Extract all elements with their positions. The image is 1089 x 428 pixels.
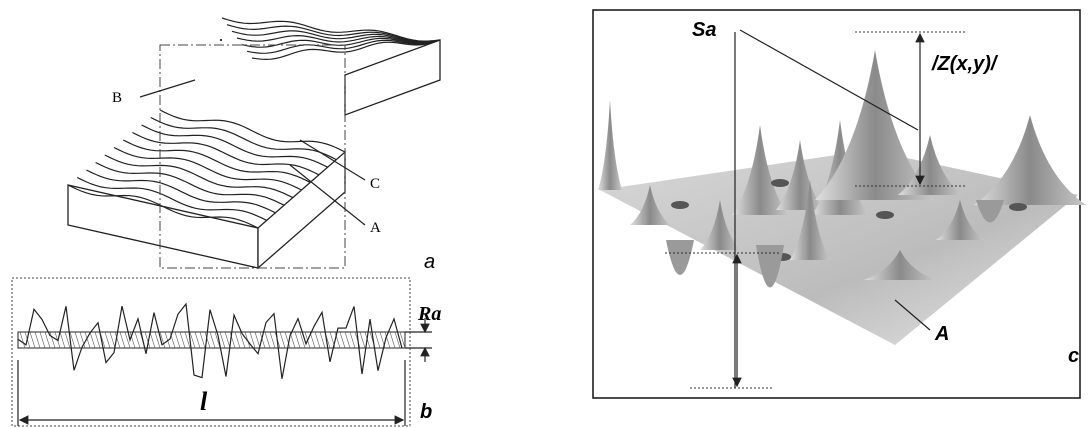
wave (151, 118, 336, 160)
figure: B C A a Ra l b Sa (0, 0, 1089, 428)
sa-label: Sa (692, 19, 716, 41)
panel-c: Sa /Z(x,y)/ A c (593, 10, 1086, 398)
pit (1009, 203, 1027, 211)
pit (671, 201, 689, 209)
z-label: /Z(x,y)/ (931, 53, 999, 75)
label: A (370, 220, 381, 236)
label: B (112, 90, 122, 106)
l-label: l (200, 387, 208, 416)
wave (123, 140, 310, 182)
pit (876, 211, 894, 219)
panel-b: Ra l b (12, 278, 441, 426)
wave (114, 148, 302, 191)
wave (105, 155, 293, 198)
panel-label: b (420, 401, 432, 423)
panel-label: a (424, 251, 435, 273)
panel-label: c (1068, 345, 1079, 367)
wave (142, 125, 328, 167)
wave (160, 110, 345, 152)
a-label: A (934, 323, 949, 345)
ra-label: Ra (417, 303, 441, 325)
pit (771, 179, 789, 187)
panel-a: B C A a (68, 18, 440, 273)
surface-waves (68, 18, 440, 228)
label: C (370, 176, 380, 192)
block-side (258, 152, 345, 268)
block-front (68, 185, 258, 268)
leader (140, 80, 195, 97)
block-side-back (345, 40, 440, 115)
